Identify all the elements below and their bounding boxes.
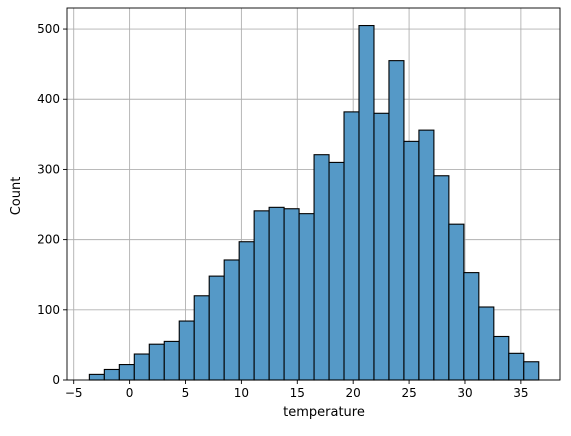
histogram-bar bbox=[268, 206, 285, 381]
x-tick-label: 25 bbox=[401, 386, 416, 400]
histogram-bar bbox=[148, 343, 165, 381]
histogram-bar bbox=[433, 175, 450, 381]
x-axis-label: temperature bbox=[283, 405, 365, 420]
y-tick-label: 200 bbox=[37, 233, 60, 247]
histogram-bars bbox=[88, 24, 540, 381]
x-tick-label: 20 bbox=[346, 386, 361, 400]
x-tick-label: 5 bbox=[182, 386, 190, 400]
histogram-bar bbox=[343, 111, 360, 381]
histogram-bar bbox=[118, 364, 135, 381]
histogram-bar bbox=[253, 210, 270, 381]
y-tick-label: 0 bbox=[52, 373, 60, 387]
histogram-bar bbox=[448, 223, 465, 381]
x-axis-ticks: −5 0 5 10 15 20 25 30 35 bbox=[65, 380, 529, 400]
y-axis-ticks: 0 100 200 300 400 500 bbox=[37, 22, 67, 387]
histogram-bar bbox=[193, 295, 210, 381]
histogram-bar bbox=[388, 60, 405, 381]
x-tick-label: 15 bbox=[290, 386, 305, 400]
histogram-bar bbox=[358, 24, 375, 381]
histogram-bar bbox=[313, 154, 330, 381]
histogram-bar bbox=[133, 353, 150, 381]
histogram-bar bbox=[523, 361, 540, 381]
x-tick-label: 35 bbox=[513, 386, 528, 400]
histogram-bar bbox=[298, 213, 315, 381]
histogram-bar bbox=[88, 373, 105, 381]
histogram-bar bbox=[103, 368, 120, 381]
x-tick-label: 0 bbox=[126, 386, 134, 400]
histogram-bar bbox=[463, 272, 480, 381]
histogram-bar bbox=[493, 335, 510, 381]
histogram-bar bbox=[283, 208, 300, 381]
histogram-bar bbox=[373, 112, 390, 381]
y-axis-label: Count bbox=[9, 177, 24, 216]
y-tick-label: 100 bbox=[37, 303, 60, 317]
y-tick-label: 500 bbox=[37, 22, 60, 36]
y-tick-label: 400 bbox=[37, 92, 60, 106]
histogram-bar bbox=[508, 352, 525, 381]
histogram-bar bbox=[238, 241, 255, 381]
histogram-bar bbox=[178, 320, 195, 381]
histogram-bar bbox=[208, 275, 225, 381]
histogram-bar bbox=[418, 129, 435, 381]
plot-frame bbox=[66, 7, 561, 381]
histogram-bar bbox=[163, 340, 180, 381]
x-tick-label: −5 bbox=[65, 386, 83, 400]
histogram-bar bbox=[478, 306, 495, 381]
histogram-bar bbox=[328, 161, 345, 381]
histogram-bar bbox=[223, 259, 240, 381]
x-tick-label: 10 bbox=[234, 386, 249, 400]
x-tick-label: 30 bbox=[457, 386, 472, 400]
y-tick-label: 300 bbox=[37, 162, 60, 176]
histogram-bar bbox=[403, 140, 420, 381]
